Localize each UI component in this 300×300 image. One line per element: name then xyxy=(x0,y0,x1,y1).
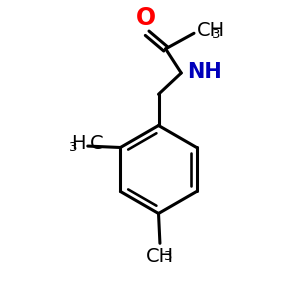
Text: CH: CH xyxy=(197,22,225,40)
Text: H: H xyxy=(71,134,85,153)
Text: CH: CH xyxy=(146,247,174,266)
Text: 3: 3 xyxy=(164,250,172,263)
Text: 3: 3 xyxy=(68,141,77,154)
Text: 3: 3 xyxy=(212,28,220,41)
Text: C: C xyxy=(90,134,104,153)
Text: O: O xyxy=(136,6,156,30)
Text: NH: NH xyxy=(188,62,222,82)
